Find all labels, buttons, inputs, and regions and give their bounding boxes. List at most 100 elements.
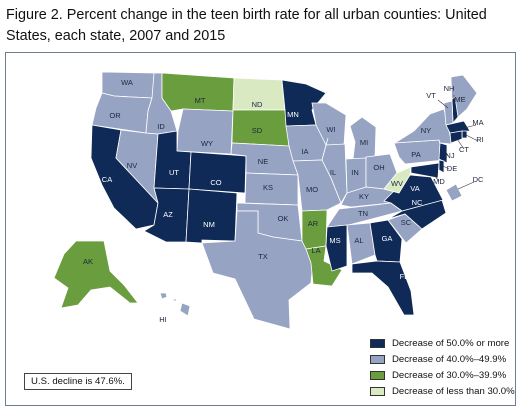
- state-label-ak: AK: [83, 257, 93, 266]
- state-nm: [185, 188, 238, 244]
- state-label-az: AZ: [163, 210, 173, 219]
- state-ms: [325, 224, 348, 272]
- state-label-id: ID: [157, 122, 165, 131]
- state-label-mo: MO: [306, 185, 318, 194]
- state-label-ks: KS: [263, 183, 273, 192]
- state-la: [305, 245, 343, 287]
- state-tn: [326, 202, 403, 228]
- state-label-ok: OK: [278, 214, 289, 223]
- legend-swatch: [370, 387, 385, 396]
- state-label-ms: MS: [329, 236, 340, 245]
- state-label-sc: SC: [401, 218, 412, 227]
- state-label-ma: MA: [472, 118, 483, 127]
- state-label-wy: WY: [201, 139, 213, 148]
- state-label-in: IN: [351, 168, 359, 177]
- state-label-or: OR: [109, 111, 121, 120]
- state-label-fl: FL: [400, 272, 409, 281]
- state-label-me: ME: [454, 95, 465, 104]
- legend-swatch: [370, 339, 385, 348]
- state-md: [410, 162, 440, 179]
- state-label-wi: WI: [326, 125, 335, 134]
- map-panel: WA OR CA NV ID MT WY UT CO AZ NM ND SD NE KS OK TX MN IA MO…: [5, 52, 516, 406]
- state-mt: [161, 72, 235, 112]
- state-fl: [351, 260, 415, 316]
- state-label-mt: MT: [195, 96, 206, 105]
- state-label-ia: IA: [301, 147, 308, 156]
- state-labels: WA OR CA NV ID MT WY UT CO AZ NM ND SD NE KS OK TX MN IA MO…: [83, 78, 484, 324]
- state-label-nj: NJ: [445, 151, 454, 160]
- state-label-nc: NC: [412, 198, 423, 207]
- leader-line-md: [433, 174, 440, 182]
- state-label-oh: OH: [373, 163, 384, 172]
- state-label-de: DE: [447, 164, 457, 173]
- state-hi: [159, 292, 191, 317]
- state-label-il: IL: [330, 168, 336, 177]
- legend-label: Decrease of 30.0%–39.9%: [392, 370, 507, 381]
- legend-item: Decrease of 50.0% or more: [370, 336, 520, 351]
- state-mn: [281, 79, 327, 127]
- state-label-wa: WA: [121, 78, 133, 87]
- state-ar: [301, 209, 328, 250]
- state-ri: [461, 130, 468, 139]
- legend-item: Decrease of less than 30.0%: [370, 384, 520, 399]
- state-label-vt: VT: [426, 91, 436, 100]
- state-label-nv: NV: [127, 161, 137, 170]
- state-label-la: LA: [311, 246, 320, 255]
- state-label-ri: RI: [476, 135, 484, 144]
- us-choropleth-map: WA OR CA NV ID MT WY UT CO AZ NM ND SD NE KS OK TX MN IA MO…: [53, 71, 484, 330]
- state-label-tx: TX: [258, 252, 268, 261]
- legend-label: Decrease of 40.0%–49.9%: [392, 354, 507, 365]
- legend-swatch: [370, 371, 385, 380]
- state-tx: [201, 210, 314, 330]
- state-label-md: MD: [433, 177, 445, 186]
- state-dc: [445, 183, 463, 202]
- leader-line-dc: [457, 181, 475, 190]
- leader-line-nj: [445, 152, 449, 157]
- state-label-ky: KY: [359, 192, 369, 201]
- leader-line-vt: [437, 99, 449, 109]
- state-ct: [449, 130, 463, 144]
- state-label-hi: HI: [159, 315, 167, 324]
- leader-line-de: [442, 165, 450, 170]
- state-label-co: CO: [210, 178, 221, 187]
- state-label-tn: TN: [358, 209, 368, 218]
- legend-label: Decrease of 50.0% or more: [392, 338, 510, 349]
- state-label-ut: UT: [169, 168, 179, 177]
- leader-line-ma: [463, 124, 477, 129]
- state-wv: [383, 166, 412, 194]
- state-vt: [443, 100, 454, 126]
- state-label-dc: DC: [473, 175, 484, 184]
- state-label-al: AL: [354, 236, 363, 245]
- state-label-nh: NH: [444, 84, 455, 93]
- leader-lines: [433, 95, 479, 190]
- state-ak: [53, 240, 139, 309]
- state-label-mn: MN: [287, 110, 299, 119]
- state-label-ny: NY: [421, 126, 431, 135]
- state-label-ct: CT: [459, 145, 469, 154]
- state-label-ga: GA: [382, 234, 393, 243]
- leader-line-ct: [456, 138, 465, 150]
- legend-label: Decrease of less than 30.0%: [392, 386, 515, 397]
- state-de: [438, 159, 445, 174]
- legend-swatch: [370, 355, 385, 364]
- state-il: [321, 137, 348, 204]
- state-label-sd: SD: [252, 126, 263, 135]
- state-label-ne: NE: [258, 157, 268, 166]
- state-label-pa: PA: [411, 150, 420, 159]
- state-label-ar: AR: [308, 219, 319, 228]
- legend: Decrease of 50.0% or more Decrease of 40…: [370, 336, 520, 400]
- state-nj: [438, 142, 448, 164]
- leader-line-ri: [465, 134, 479, 142]
- legend-item: Decrease of 30.0%–39.9%: [370, 368, 520, 383]
- state-label-ca: CA: [102, 175, 112, 184]
- figure-title: Figure 2. Percent change in the teen bir…: [6, 7, 487, 44]
- state-label-wv: WV: [391, 179, 403, 188]
- state-label-nd: ND: [252, 100, 263, 109]
- state-label-va: VA: [410, 184, 419, 193]
- state-ny: [393, 108, 453, 145]
- state-label-nm: NM: [203, 220, 215, 229]
- legend-item: Decrease of 40.0%–49.9%: [370, 352, 520, 367]
- us-decline-note: U.S. decline is 47.6%.: [24, 373, 132, 390]
- state-shapes: [53, 71, 478, 330]
- state-ma: [445, 120, 471, 134]
